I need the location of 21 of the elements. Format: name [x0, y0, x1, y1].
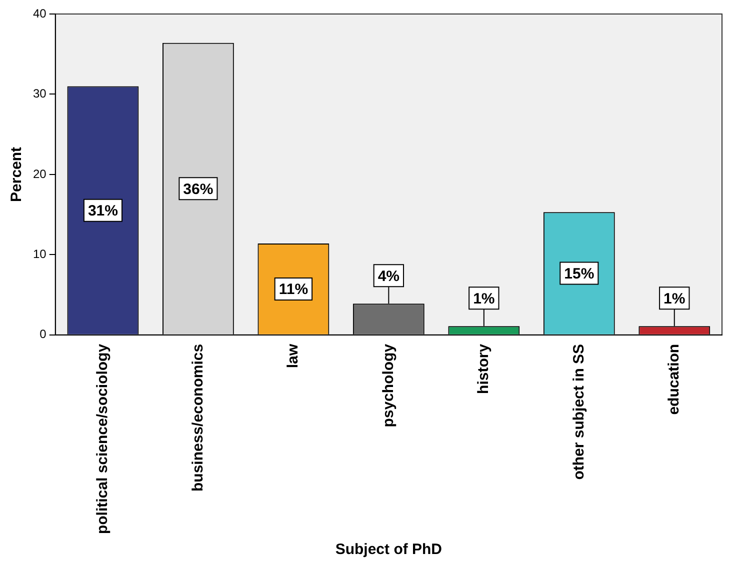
data-label: 15% [564, 265, 594, 282]
y-tick-label: 40 [32, 6, 47, 20]
data-label: 1% [664, 290, 686, 308]
y-tick-label: 20 [32, 166, 47, 181]
x-tick-label: law [284, 344, 302, 368]
x-axis-title: Subject of PhD [335, 541, 442, 558]
data-label: 11% [278, 281, 308, 298]
x-tick-label: education [666, 344, 683, 415]
x-tick-label: history [475, 343, 492, 394]
data-label: 36% [183, 180, 214, 198]
x-tick-label: other subject in SS [570, 344, 588, 480]
x-tick-label: business/economics [189, 344, 206, 492]
y-axis-title: Percent [8, 146, 26, 202]
x-tick-label: political science/sociology [94, 343, 112, 534]
y-tick-label: 30 [32, 86, 47, 101]
data-label: 4% [378, 268, 400, 285]
data-label: 1% [473, 290, 495, 308]
y-tick-label: 0 [40, 327, 47, 342]
data-label: 31% [88, 202, 118, 220]
y-tick-label: 10 [32, 247, 47, 262]
x-tick-label: psychology [380, 343, 397, 428]
